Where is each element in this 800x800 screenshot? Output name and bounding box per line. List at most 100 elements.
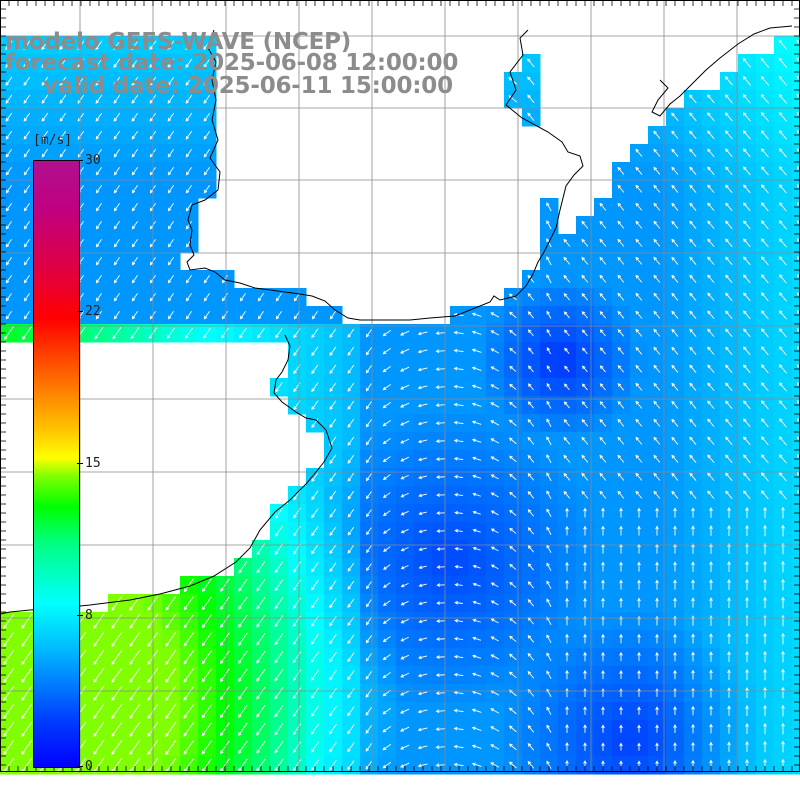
wind-arrow [745,596,749,609]
wind-arrow [400,762,410,768]
wind-arrow [619,706,623,715]
wind-arrow [581,329,588,337]
wind-arrow [778,57,788,68]
wind-arrow [129,613,141,629]
wind-arrow [707,274,715,284]
wind-arrow [490,582,499,588]
wind-arrow [201,740,213,755]
wind-arrow [707,292,715,302]
wind-arrow [778,75,788,86]
wind-arrow [400,438,410,444]
wind-arrow [131,220,138,230]
wind-arrow [655,525,659,536]
wind-arrow [329,346,337,357]
colorbar-tick: 15 [77,456,101,471]
wind-arrow [183,578,194,593]
wind-arrow [311,472,319,483]
wind-arrow [400,456,410,462]
wind-arrow [366,563,372,572]
wind-arrow [563,274,571,283]
wind-arrow [490,312,500,318]
wind-arrow [131,112,139,122]
wind-arrow [707,166,715,176]
wind-arrow [292,687,302,700]
wind-arrow [637,633,641,644]
wind-arrow [781,740,785,753]
wind-arrow [167,220,174,230]
wind-arrow [619,651,623,662]
wind-arrow [435,763,446,767]
wind-arrow [490,438,500,444]
wind-arrow [637,525,641,536]
wind-arrow [653,472,661,481]
wind-arrow [238,686,248,700]
wind-arrow [760,57,770,68]
wind-arrow [637,543,641,554]
wind-arrow [743,238,751,248]
wind-arrow [581,274,589,283]
wind-arrow [3,703,15,719]
wind-arrow [418,547,427,552]
wind-arrow [581,436,589,445]
wind-arrow [653,490,661,499]
wind-arrow [21,631,33,647]
wind-arrow [490,528,499,534]
wind-arrow [689,220,697,229]
wind-arrow [165,595,177,611]
wind-arrow [546,220,552,230]
wind-arrow [382,510,391,516]
wind-arrow [382,456,391,463]
wind-arrow [781,650,785,663]
wind-arrow [546,365,552,373]
wind-arrow [565,561,569,572]
wind-arrow [453,330,464,335]
wind-arrow [490,546,499,552]
wind-arrow [453,420,464,425]
wind-arrow [599,436,607,445]
wind-arrow [221,310,228,320]
wind-arrow [366,545,372,554]
wind-arrow [761,364,769,374]
wind-arrow [21,685,33,701]
wind-arrow [472,492,481,497]
wind-arrow [655,706,659,715]
wind-arrow [490,564,499,570]
wind-arrow [471,744,482,749]
wind-arrow [564,365,570,372]
wind-arrow [453,438,464,443]
wind-arrow [743,274,751,284]
wind-arrow [257,328,265,339]
wind-arrow [311,310,318,320]
wind-arrow [95,40,103,51]
wind-arrow [113,274,120,284]
wind-arrow [709,543,713,554]
wind-arrow [527,527,534,535]
wind-arrow [599,472,607,481]
wind-arrow [165,613,177,629]
wind-arrow [400,492,409,498]
wind-arrow [725,274,733,284]
wind-arrow [743,364,751,374]
wind-arrow [435,367,446,371]
wind-arrow [274,561,284,574]
wind-arrow [671,418,679,427]
wind-arrow [347,598,355,608]
wind-arrow [400,402,410,408]
wind-arrow [635,328,643,337]
wind-arrow [256,650,266,664]
wind-arrow [635,364,643,373]
wind-arrow [347,526,355,536]
wind-arrow [673,669,677,680]
wind-arrow [527,436,535,445]
wind-arrow [725,256,733,266]
wind-arrow [653,436,661,445]
wind-arrow [256,722,266,736]
wind-arrow [365,670,373,680]
wind-arrow [329,651,337,663]
wind-arrow [5,112,13,122]
wind-arrow [382,329,391,337]
wind-arrow [490,636,499,642]
wind-arrow [183,596,195,611]
wind-arrow [256,579,266,592]
wind-arrow [131,166,139,176]
